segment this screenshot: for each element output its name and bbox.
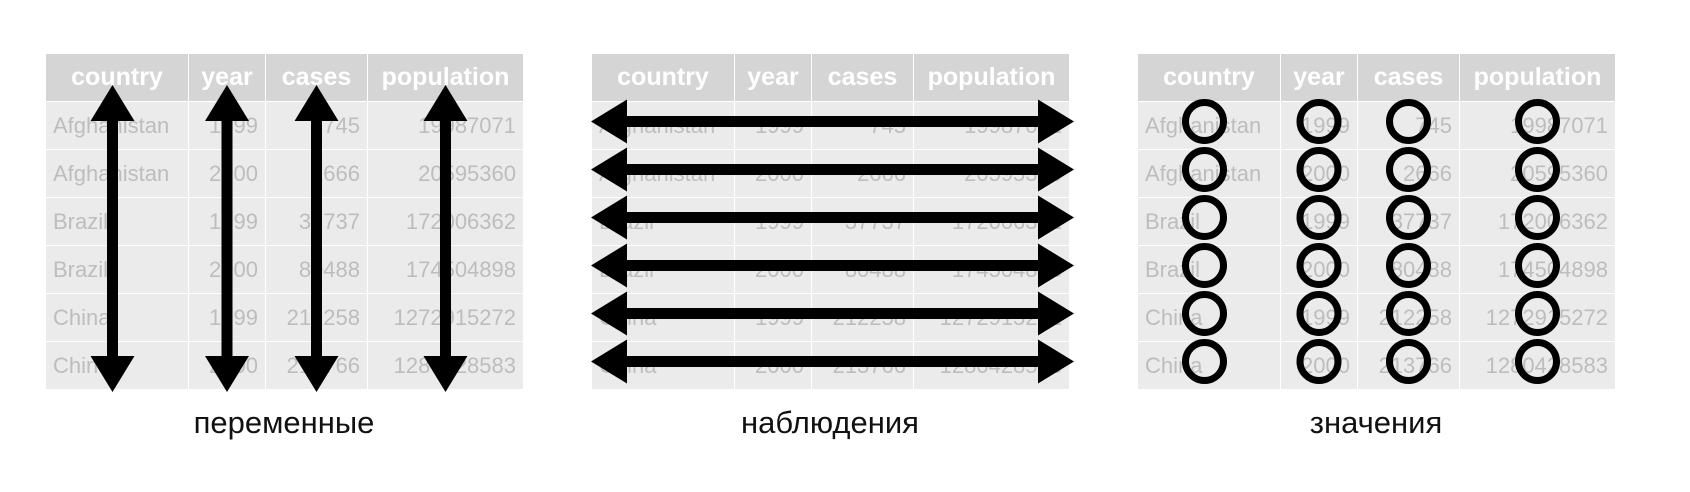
value-circle [1182,195,1227,240]
value-circle [1515,291,1560,336]
column-header-country: country [1137,53,1281,102]
cell-year: 2000 [1280,149,1358,198]
arrow-head-right [1038,195,1074,240]
value-circle [1515,195,1560,240]
cell-cases: 2666 [1357,149,1460,198]
variable-arrow-country [90,85,135,392]
arrow-head-left [591,243,627,288]
observation-arrow [591,147,1074,192]
value-circle [1386,291,1431,336]
value-circle [1386,195,1431,240]
arrow-head-right [1038,291,1074,336]
value-circle [1182,291,1227,336]
value-circle [1515,99,1560,144]
observations-caption: наблюдения [741,405,919,440]
value-circle [1182,99,1227,144]
variable-arrow-year [205,85,249,392]
value-circle [1386,99,1431,144]
value-circle [1182,243,1227,288]
arrow-head-left [591,195,627,240]
arrow-head-left [591,147,627,192]
value-circle [1515,243,1560,288]
header-row: country year cases population [591,53,1070,102]
arrow-head-left [591,99,627,144]
observation-arrow [591,243,1074,288]
arrow-head-right [1038,339,1074,384]
value-circle [1296,291,1342,336]
arrow-head-right [1038,99,1074,144]
column-header-population: population [913,53,1070,102]
arrow-head-left [591,339,627,384]
variable-arrow-cases [294,85,339,392]
cell-country: Afghanistan [1137,101,1281,150]
table-header: country year cases population [45,53,524,102]
header-row: country year cases population [1137,53,1616,102]
column-header-year: year [734,53,812,102]
value-circle [1386,339,1431,384]
observation-arrow [591,99,1074,144]
column-header-country: country [591,53,735,102]
variables-arrows [90,85,468,392]
arrow-head-left [591,291,627,336]
arrow-head-down [423,356,468,392]
table-header: country year cases population [591,53,1070,102]
arrow-head-up [205,85,249,121]
value-circle [1296,99,1342,144]
value-circle [1296,339,1342,384]
observation-arrow [591,291,1074,336]
column-header-population: population [1459,53,1616,102]
header-row: country year cases population [45,53,524,102]
value-circle [1296,147,1342,192]
arrow-head-down [90,356,135,392]
observation-arrow [591,195,1074,240]
arrow-head-down [294,356,339,392]
table-header: country year cases population [1137,53,1616,102]
cell-year: 1999 [1280,101,1358,150]
values-caption: значения [1309,405,1443,440]
column-header-year: year [1280,53,1358,102]
value-circle [1182,147,1227,192]
value-circle [1182,339,1227,384]
arrow-head-up [90,85,135,121]
arrow-head-down [205,356,249,392]
arrow-head-up [294,85,339,121]
observation-arrow [591,339,1074,384]
arrow-head-right [1038,147,1074,192]
cell-population: 1280428583 [1459,341,1616,390]
observations-arrows [591,99,1074,384]
column-header-cases: cases [811,53,914,102]
value-circle [1386,243,1431,288]
value-circle [1386,147,1431,192]
values-circles [1182,99,1560,384]
value-circle [1515,339,1560,384]
cell-country: Brazil [1137,245,1281,294]
cell-population: 172006362 [1459,197,1616,246]
values-panel: country year cases population Afghanistan 19… [1137,53,1616,390]
variables-caption: переменные [193,405,375,440]
value-circle [1296,195,1342,240]
arrow-head-up [423,85,468,121]
value-circle [1515,147,1560,192]
variable-arrow-population [423,85,468,392]
value-circle [1296,243,1342,288]
arrow-head-right [1038,243,1074,288]
column-header-cases: cases [1357,53,1460,102]
